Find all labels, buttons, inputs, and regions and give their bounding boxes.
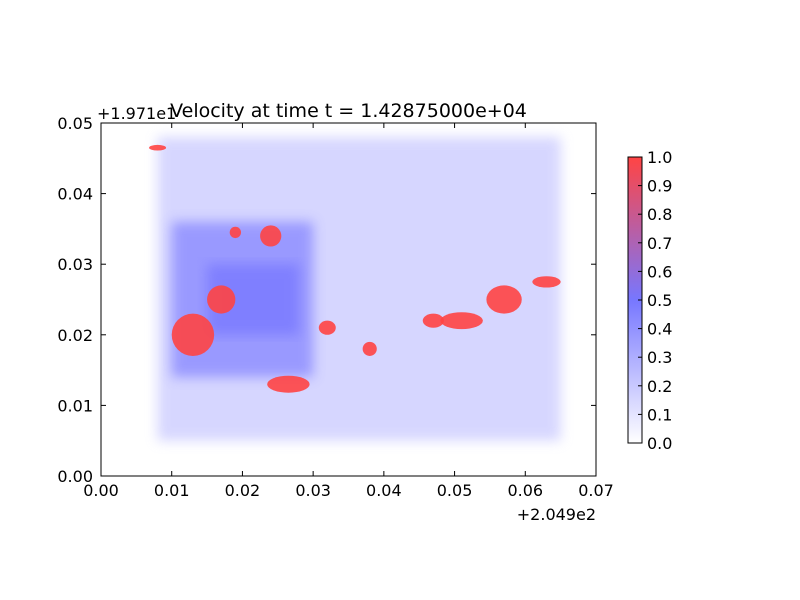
plot-area	[100, 122, 597, 477]
colorbar-ticks: 0.0 0.1 0.2 0.3 0.4 0.5 0.6 0.7 0.8 0.9 1.0	[638, 148, 672, 453]
x-tick-label: 0.01	[154, 481, 190, 500]
colorbar-tick-label: 0.5	[647, 291, 672, 310]
y-axis: 0.00 0.01 0.02 0.03 0.04 0.05	[57, 114, 596, 486]
velocity-hotspot	[149, 144, 167, 151]
velocity-hotspot	[229, 226, 242, 239]
colorbar-tick-label: 0.1	[647, 405, 672, 424]
x-tick-label: 0.05	[437, 481, 473, 500]
y-tick-label: 0.03	[57, 255, 93, 274]
x-offset-label: +2.049e2	[517, 505, 596, 524]
velocity-hotspot	[207, 285, 236, 314]
colorbar: 0.0 0.1 0.2 0.3 0.4 0.5 0.6 0.7 0.8 0.9 1.0	[627, 148, 672, 453]
x-tick-label: 0.06	[507, 481, 543, 500]
plot-frame	[100, 122, 597, 477]
velocity-hotspot	[532, 276, 561, 288]
y-tick-label: 0.01	[57, 396, 93, 415]
y-offset-label: +1.971e1	[97, 104, 176, 123]
velocity-hotspot	[260, 225, 282, 247]
chart-title: Velocity at time t = 1.42875000e+04	[170, 100, 527, 122]
colorbar-tick-label: 0.7	[647, 234, 672, 253]
colorbar-tick-label: 1.0	[647, 148, 672, 167]
x-tick-label: 0.02	[225, 481, 261, 500]
x-tick-label: 0.03	[295, 481, 331, 500]
x-tick-label: 0.00	[83, 481, 119, 500]
velocity-hotspot	[422, 313, 444, 328]
colorbar-tick-label: 0.2	[647, 377, 672, 396]
velocity-hotspot	[171, 313, 215, 356]
velocity-hotspot	[267, 375, 310, 393]
colorbar-tick-label: 0.4	[647, 320, 672, 339]
y-tick-label: 0.05	[57, 114, 93, 133]
y-tick-label: 0.04	[57, 185, 93, 204]
velocity-hotspot	[486, 285, 522, 314]
velocity-hotspot	[362, 341, 377, 356]
colorbar-tick-label: 0.3	[647, 348, 672, 367]
colorbar-tick-label: 0.8	[647, 205, 672, 224]
colorbar-tick-label: 0.0	[647, 434, 672, 453]
x-tick-label: 0.07	[578, 481, 614, 500]
y-tick-label: 0.00	[57, 467, 93, 486]
x-tick-label: 0.04	[366, 481, 402, 500]
colorbar-tick-label: 0.6	[647, 262, 672, 281]
velocity-hotspot	[440, 312, 483, 330]
y-tick-label: 0.02	[57, 326, 93, 345]
x-axis: 0.00 0.01 0.02 0.03 0.04 0.05 0.06 0.07	[83, 123, 614, 500]
colorbar-tick-label: 0.9	[647, 177, 672, 196]
velocity-hotspot	[318, 320, 336, 335]
